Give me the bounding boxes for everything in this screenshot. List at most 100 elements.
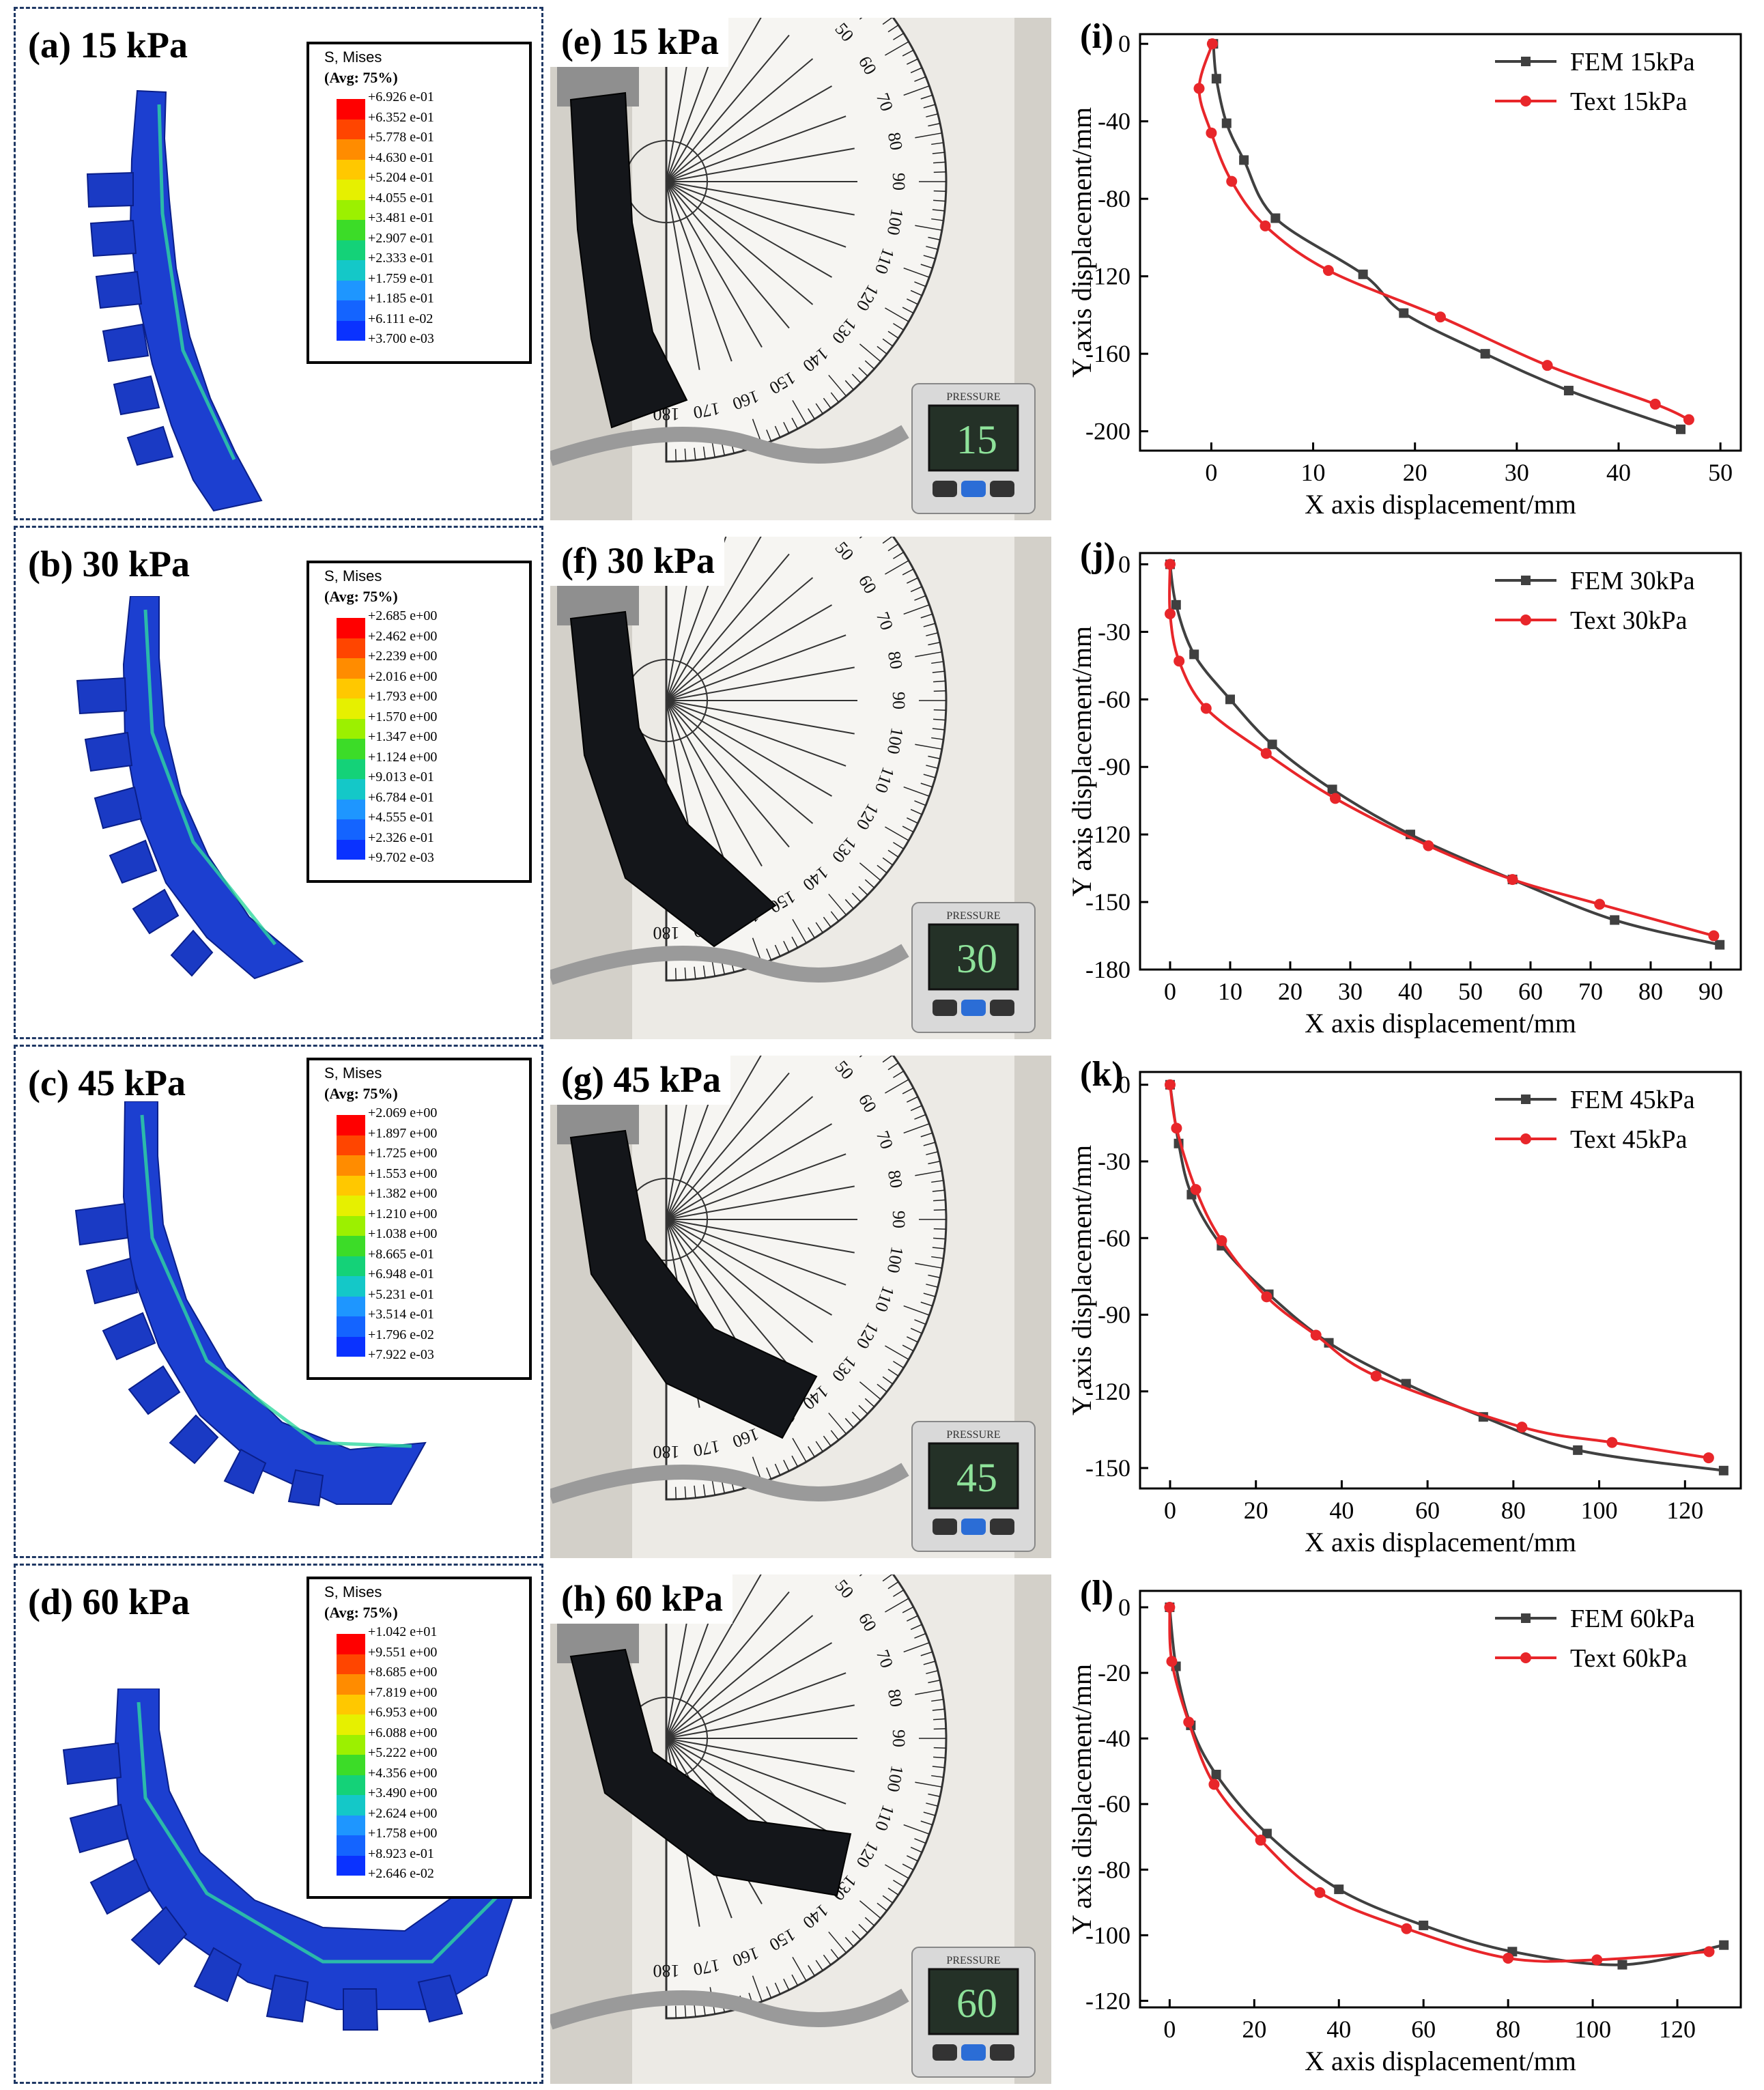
- legend-row: +1.038 e+00: [309, 1226, 529, 1256]
- legend-title: S, Mises: [324, 48, 382, 66]
- fea-mesh-b: [76, 596, 304, 980]
- legend-entry: Text 30kPa: [1570, 606, 1688, 635]
- legend-value: +3.481 e-01: [368, 210, 434, 225]
- legend-row: +2.646 e-02: [309, 1866, 529, 1887]
- y-tick-label: -120: [1085, 1987, 1130, 2014]
- fea-mesh-a: [86, 89, 263, 512]
- legend-color-swatch: [337, 819, 365, 840]
- legend-value: +6.953 e+00: [368, 1705, 438, 1720]
- legend-color-swatch: [337, 618, 365, 638]
- y-tick-label: 0: [1118, 1071, 1130, 1099]
- data-point: [1399, 308, 1409, 318]
- legend-row: +3.700 e-03: [309, 331, 529, 352]
- panel-label: (a) 15 kPa: [28, 25, 188, 66]
- legend-entry: FEM 60kPa: [1570, 1605, 1695, 1633]
- gauge-button: [990, 2044, 1014, 2061]
- data-point: [1401, 1923, 1412, 1934]
- legend-color-swatch: [337, 220, 365, 240]
- legend-color-swatch: [337, 1654, 365, 1674]
- photo-panel-h: 0102030405060708090100110120130140150160…: [550, 1574, 1051, 2084]
- photo-scene: 0102030405060708090100110120130140150160…: [550, 18, 1051, 520]
- panel-label: (b) 30 kPa: [28, 543, 190, 584]
- y-tick-label: -30: [1098, 618, 1130, 645]
- legend-color-swatch: [337, 1256, 365, 1276]
- chart-j: (j)0 10 20 30 40 50 60 70 80 900-30-60-90-120-150…: [1066, 536, 1742, 1039]
- protractor-number: 100: [883, 207, 907, 236]
- legend-row: +1.553 e+00: [309, 1166, 529, 1196]
- legend-marker: [1520, 615, 1531, 625]
- photo-panel-g: 0102030405060708090100110120130140150160…: [550, 1056, 1051, 1558]
- gauge-reading: 60: [956, 1981, 997, 2026]
- soft-actuator: [569, 1129, 818, 1439]
- legend-row: +3.481 e-01: [309, 210, 529, 240]
- legend-color-swatch: [337, 678, 365, 698]
- legend-value: +3.514 e-01: [368, 1307, 434, 1322]
- fea-mesh-c: [74, 1101, 427, 1507]
- legend-color-swatch: [337, 1734, 365, 1755]
- gauge-reading: 30: [956, 936, 997, 981]
- legend-value: +5.778 e-01: [368, 130, 434, 145]
- data-point: [1216, 1234, 1227, 1246]
- y-tick-label: -150: [1085, 888, 1130, 916]
- gauge-title: PRESSURE: [946, 391, 1000, 403]
- legend-value: +1.185 e-01: [368, 291, 434, 306]
- legend-value: +5.222 e+00: [368, 1745, 438, 1760]
- legend-row: +1.124 e+00: [309, 750, 529, 779]
- legend-color-swatch: [337, 300, 365, 321]
- legend-row: +6.111 e-02: [309, 311, 529, 341]
- legend-color-swatch: [337, 1815, 365, 1835]
- data-point: [1718, 1465, 1729, 1475]
- y-tick-label: -100: [1085, 1921, 1130, 1949]
- chart-label: (k): [1080, 1055, 1124, 1094]
- fea-panel-d: (d) 60 kPa S, Mises (Avg: 75%) +1.042 e+…: [14, 1564, 543, 2084]
- protractor-number: 180: [653, 1961, 680, 1981]
- y-tick-label: -200: [1085, 418, 1130, 445]
- legend-value: +9.551 e+00: [368, 1644, 438, 1660]
- chart-label: (l): [1080, 1574, 1113, 1613]
- pressure-gauge: PRESSURE 45: [911, 1421, 1036, 1552]
- photo-scene: 0102030405060708090100110120130140150160…: [550, 537, 1051, 1039]
- y-tick-label: -180: [1085, 956, 1130, 983]
- x-tick-label: 80: [1501, 1497, 1526, 1524]
- legend-marker: [1520, 96, 1531, 107]
- data-point: [1676, 424, 1685, 434]
- soft-actuator: [569, 91, 688, 429]
- legend-row: +6.088 e+00: [309, 1725, 529, 1755]
- data-point: [1719, 1940, 1729, 1950]
- data-point: [1211, 74, 1221, 84]
- gauge-button: [961, 1519, 986, 1535]
- x-tick-label: 50: [1458, 978, 1483, 1005]
- legend-value: +1.553 e+00: [368, 1166, 438, 1181]
- data-point: [1267, 739, 1277, 750]
- x-axis-label: X axis displacement/mm: [1305, 489, 1576, 520]
- legend-value: +2.907 e-01: [368, 230, 434, 246]
- data-point: [1708, 930, 1720, 942]
- legend-color-swatch: [337, 1155, 365, 1176]
- legend-row: +9.013 e-01: [309, 769, 529, 800]
- data-point: [1183, 1717, 1195, 1728]
- legend-value: +6.111 e-02: [368, 311, 433, 326]
- protractor-number: 170: [692, 1955, 721, 1979]
- y-tick-label: -20: [1098, 1659, 1130, 1686]
- legend-subtitle: (Avg: 75%): [324, 1085, 398, 1102]
- gauge-button: [990, 1519, 1014, 1535]
- legend-value: +6.948 e-01: [368, 1267, 434, 1282]
- y-tick-label: 0: [1118, 550, 1130, 578]
- protractor-number: 180: [653, 923, 680, 943]
- data-point: [1173, 655, 1185, 667]
- data-point: [1330, 793, 1341, 804]
- legend-row: +1.725 e+00: [309, 1146, 529, 1176]
- legend-row: +1.347 e+00: [309, 729, 529, 759]
- legend-entry: FEM 30kPa: [1570, 567, 1695, 595]
- legend-value: +8.923 e-01: [368, 1846, 434, 1861]
- gauge-title: PRESSURE: [946, 1955, 1000, 1966]
- data-point: [1606, 1437, 1618, 1448]
- protractor-number: 170: [692, 1437, 721, 1460]
- x-tick-label: 20: [1244, 1497, 1268, 1524]
- soft-actuator: [569, 1648, 852, 1897]
- y-tick-label: -160: [1085, 340, 1130, 367]
- data-point: [1591, 1954, 1603, 1966]
- data-point: [1189, 649, 1199, 660]
- x-tick-label: 70: [1578, 978, 1603, 1005]
- legend-color-swatch: [337, 1276, 365, 1297]
